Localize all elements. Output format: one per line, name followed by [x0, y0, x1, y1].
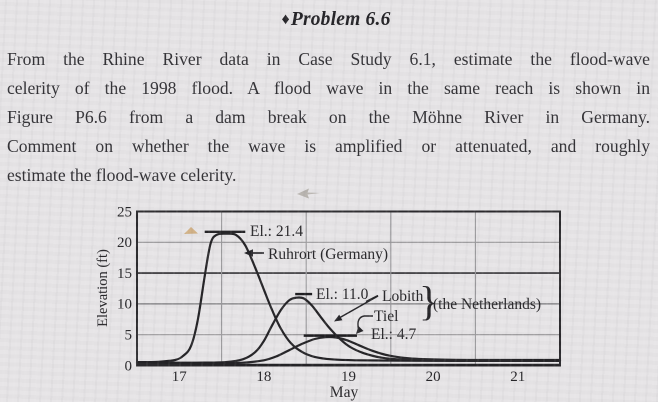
- y-tick-label: 5: [125, 328, 133, 344]
- curve-lobith: [135, 296, 562, 364]
- diamond-bullet-icon: ♦: [281, 11, 290, 28]
- problem-line: celerity of the 1998 flood. A flood wave…: [7, 78, 650, 98]
- station-label-ruhrort: Ruhrort (Germany): [268, 246, 388, 263]
- curve-ruhrort-germany: [135, 232, 562, 364]
- problem-line: Figure P6.6 from a dam break on the Möhn…: [7, 107, 650, 127]
- y-tick-label: 15: [117, 266, 132, 282]
- ruhrort-leader-arrow: [244, 249, 264, 257]
- x-tick-label: 19: [341, 369, 356, 385]
- scan-smudge-arrow: [297, 188, 320, 199]
- peak-label-ruhrort: El.: 21.4: [250, 223, 303, 240]
- x-tick-label: 20: [426, 369, 441, 385]
- region-label-netherlands: (the Netherlands): [433, 296, 541, 313]
- station-label-lobith: Lobith: [382, 288, 424, 305]
- peak-label-lobith: El.: 11.0: [316, 286, 369, 303]
- problem-line: Comment on whether the wave is amplified…: [7, 136, 650, 156]
- problem-line: estimate the flood-wave celerity.: [7, 165, 237, 185]
- lobith-leader-arrow: [334, 294, 379, 322]
- gridlines: [137, 211, 560, 366]
- x-tick-label: 17: [172, 369, 188, 385]
- y-tick-label: 10: [117, 297, 132, 313]
- problem-title: ♦Problem 6.6: [0, 9, 658, 31]
- scan-smudge-tan-triangle: [184, 227, 198, 234]
- y-tick-labels: 0 5 10 15 20 25: [117, 204, 132, 374]
- peak-marker-lines: [204, 230, 357, 337]
- station-label-tiel: Tiel: [374, 308, 398, 325]
- hydrograph-curves: [135, 232, 562, 365]
- x-tick-labels: 17 18 19 20 21: [172, 369, 525, 385]
- x-tick-label: 18: [256, 369, 271, 385]
- y-axis-title: Elevation (ft): [95, 249, 111, 327]
- x-tick-label: 21: [510, 369, 525, 385]
- y-tick-label: 0: [125, 358, 133, 374]
- x-axis-title: May: [330, 384, 359, 401]
- y-tick-label: 25: [117, 204, 132, 220]
- netherlands-brace: }: [419, 278, 439, 324]
- problem-statement: From the Rhine River data in Case Study …: [7, 45, 650, 190]
- problem-line: From the Rhine River data in Case Study …: [7, 49, 650, 69]
- problem-title-text: Problem 6.6: [290, 9, 391, 30]
- tiel-leader-arrow: [356, 315, 373, 334]
- y-tick-label: 20: [117, 235, 132, 251]
- curve-tiel: [135, 335, 562, 365]
- peak-label-tiel: El.: 4.7: [371, 326, 416, 343]
